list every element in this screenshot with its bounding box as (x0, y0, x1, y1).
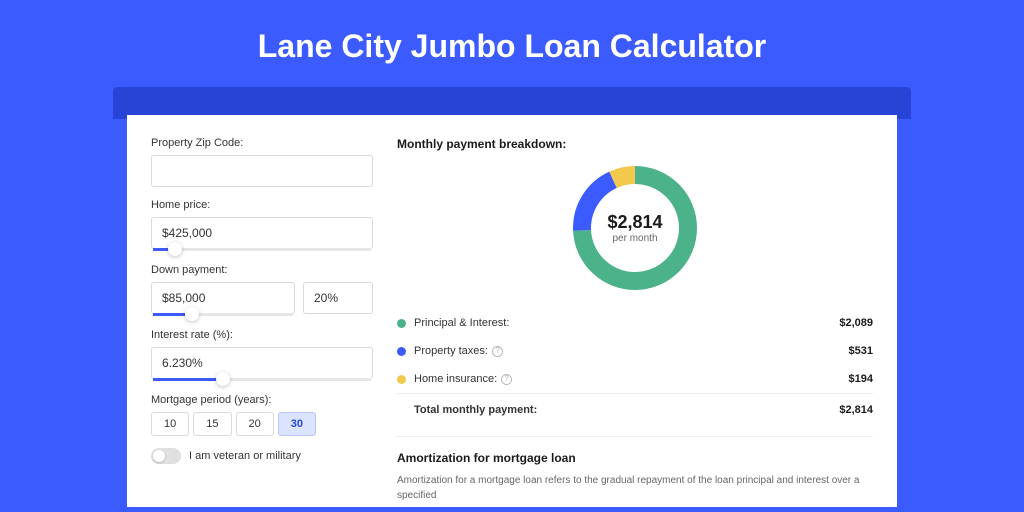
down-payment-field: Down payment: (151, 264, 373, 317)
legend-dot (397, 347, 406, 356)
slider-thumb[interactable] (185, 307, 199, 321)
breakdown-title: Monthly payment breakdown: (397, 137, 873, 151)
left-panel: Property Zip Code: Home price: Down paym… (127, 115, 387, 507)
info-icon[interactable]: ? (492, 346, 503, 357)
slider-thumb[interactable] (168, 242, 182, 256)
donut-sub: per month (612, 233, 657, 244)
legend-label: Property taxes:? (414, 345, 849, 357)
legend-row: Principal & Interest:$2,089 (397, 309, 873, 337)
veteran-row: I am veteran or military (151, 448, 373, 464)
home-price-slider[interactable] (153, 248, 371, 251)
page-title: Lane City Jumbo Loan Calculator (0, 0, 1024, 87)
donut-wrap: $2,814 per month (397, 163, 873, 293)
veteran-label: I am veteran or military (189, 450, 301, 462)
total-label: Total monthly payment: (414, 404, 839, 416)
legend-value: $194 (849, 373, 873, 385)
legend-dot (397, 375, 406, 384)
zip-label: Property Zip Code: (151, 137, 373, 149)
legend-row: Property taxes:?$531 (397, 337, 873, 365)
period-button-10[interactable]: 10 (151, 412, 189, 436)
legend-row: Home insurance:?$194 (397, 365, 873, 393)
donut-center: $2,814 per month (570, 163, 700, 293)
period-buttons: 10152030 (151, 412, 373, 436)
amortization-title: Amortization for mortgage loan (397, 451, 873, 465)
zip-input[interactable] (151, 155, 373, 187)
interest-rate-field: Interest rate (%): (151, 329, 373, 382)
veteran-toggle[interactable] (151, 448, 181, 464)
calculator-card: Property Zip Code: Home price: Down paym… (127, 115, 897, 507)
legend-value: $531 (849, 345, 873, 357)
down-payment-slider[interactable] (153, 313, 293, 316)
slider-thumb[interactable] (216, 372, 230, 386)
toggle-knob (153, 450, 165, 462)
interest-rate-input[interactable] (151, 347, 373, 379)
period-button-30[interactable]: 30 (278, 412, 316, 436)
info-icon[interactable]: ? (501, 374, 512, 385)
donut-chart: $2,814 per month (570, 163, 700, 293)
mortgage-period-label: Mortgage period (years): (151, 394, 373, 406)
amortization-section: Amortization for mortgage loan Amortizat… (397, 436, 873, 503)
donut-amount: $2,814 (607, 212, 662, 233)
down-payment-pct-input[interactable] (303, 282, 373, 314)
right-panel: Monthly payment breakdown: $2,814 per mo… (387, 115, 897, 507)
legend-label: Home insurance:? (414, 373, 849, 385)
legend-value: $2,089 (839, 317, 873, 329)
down-payment-label: Down payment: (151, 264, 373, 276)
home-price-field: Home price: (151, 199, 373, 252)
home-price-label: Home price: (151, 199, 373, 211)
legend-dot (397, 319, 406, 328)
amortization-text: Amortization for a mortgage loan refers … (397, 473, 873, 503)
legend-total-row: Total monthly payment:$2,814 (397, 393, 873, 424)
zip-field: Property Zip Code: (151, 137, 373, 187)
total-value: $2,814 (839, 404, 873, 416)
period-button-20[interactable]: 20 (236, 412, 274, 436)
interest-rate-label: Interest rate (%): (151, 329, 373, 341)
period-button-15[interactable]: 15 (193, 412, 231, 436)
mortgage-period-field: Mortgage period (years): 10152030 (151, 394, 373, 436)
down-payment-input[interactable] (151, 282, 295, 314)
legend: Principal & Interest:$2,089Property taxe… (397, 309, 873, 424)
home-price-input[interactable] (151, 217, 373, 249)
legend-label: Principal & Interest: (414, 317, 839, 329)
interest-rate-slider[interactable] (153, 378, 371, 381)
